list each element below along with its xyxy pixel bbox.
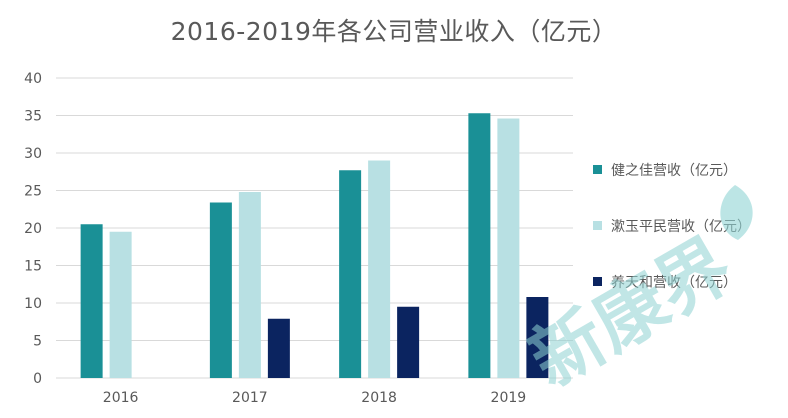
y-tick-label: 0 xyxy=(33,371,42,387)
bar xyxy=(267,318,290,378)
legend-swatch xyxy=(593,221,602,230)
bar xyxy=(109,231,132,378)
bar xyxy=(397,306,420,378)
bar xyxy=(497,118,520,378)
legend-label: 健之佳营收（亿元） xyxy=(611,163,737,179)
x-tick-label: 2019 xyxy=(491,390,527,406)
bar xyxy=(80,224,103,378)
y-tick-label: 30 xyxy=(24,146,42,162)
bar xyxy=(468,113,491,378)
bar xyxy=(209,202,232,378)
y-tick-label: 25 xyxy=(24,184,42,200)
y-tick-label: 15 xyxy=(24,259,42,275)
y-tick-label: 20 xyxy=(24,221,42,237)
bar xyxy=(238,192,261,378)
x-tick-label: 2016 xyxy=(103,390,139,406)
bar xyxy=(368,160,391,378)
x-tick-label: 2017 xyxy=(232,390,268,406)
y-tick-label: 10 xyxy=(24,296,42,312)
legend-swatch xyxy=(593,277,602,286)
legend-label: 养天和营收（亿元） xyxy=(611,275,737,291)
x-tick-label: 2018 xyxy=(361,390,397,406)
y-tick-label: 35 xyxy=(24,109,42,125)
legend-swatch xyxy=(593,165,602,174)
watermark-text: 新康界 xyxy=(516,222,745,403)
chart-title: 2016-2019年各公司营业收入（亿元） xyxy=(170,17,618,46)
bar xyxy=(526,297,549,378)
bar xyxy=(339,170,362,378)
legend-label: 漱玉平民营收（亿元） xyxy=(611,219,751,235)
y-tick-label: 40 xyxy=(24,71,42,87)
watermark-logo: 新康界 xyxy=(516,222,745,403)
leaf-icon xyxy=(720,185,753,240)
y-tick-label: 5 xyxy=(33,334,42,350)
